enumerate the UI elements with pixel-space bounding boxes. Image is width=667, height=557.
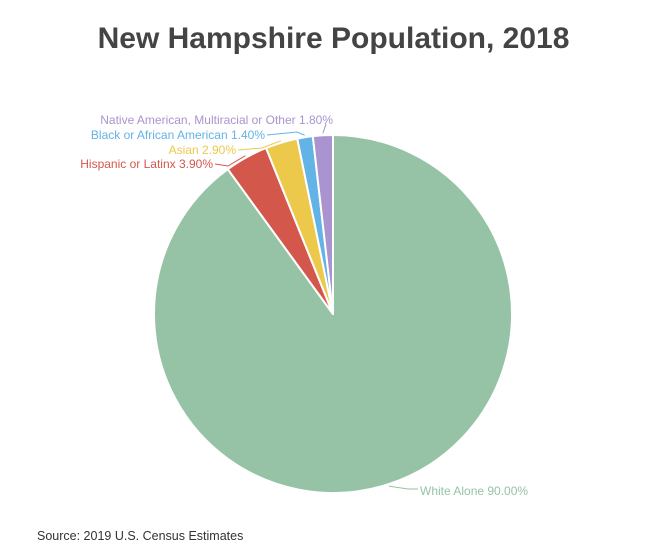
slice-label: White Alone 90.00% [420, 484, 528, 498]
slice-label: Asian 2.90% [169, 143, 237, 157]
slice-label: Native American, Multiracial or Other 1.… [100, 113, 333, 127]
slice-label: Hispanic or Latinx 3.90% [80, 157, 213, 171]
pie-slice-native-american-multiracial-or-other [311, 133, 334, 315]
slice-labels: White Alone 90.00% Hispanic or Latinx 3.9… [80, 113, 528, 498]
leader-line [322, 123, 327, 134]
pie-slices [153, 133, 513, 494]
leader-line [237, 140, 282, 151]
source-note: Source: 2019 U.S. Census Estimates [37, 529, 243, 543]
leader-line [214, 155, 246, 167]
slice-label: Black or African American 1.40% [91, 128, 265, 142]
chart-title: New Hampshire Population, 2018 [98, 22, 570, 55]
leader-line [266, 131, 305, 136]
label-leader-lines [214, 123, 418, 490]
leader-line [388, 485, 418, 490]
